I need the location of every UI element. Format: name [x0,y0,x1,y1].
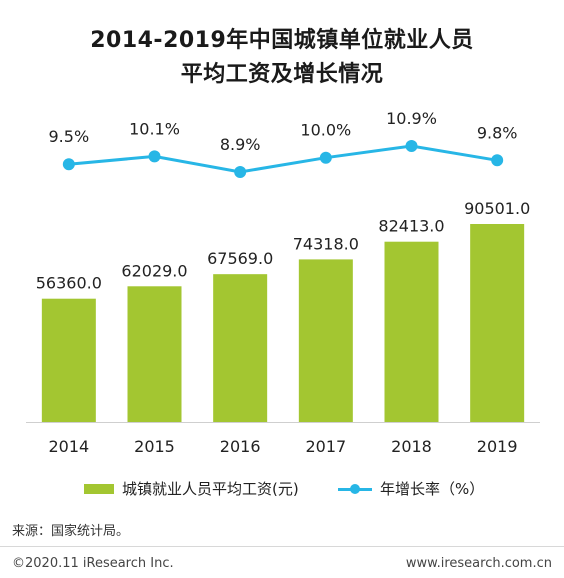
growth-label-2018: 10.9% [386,109,437,128]
growth-point-2017 [319,151,332,164]
bar-2017 [298,259,353,422]
x-tick-label-2016: 2016 [220,437,261,456]
legend-line-label: 年增长率（%） [380,480,485,498]
bar-label-2019: 90501.0 [464,199,530,218]
chart-title-line-2: 平均工资及增长情况 [180,62,384,87]
source-note: 来源：国家统计局。 [12,524,130,539]
bar-label-2018: 82413.0 [378,217,444,236]
bar-2015 [127,286,182,422]
bar-label-2014: 56360.0 [36,274,102,293]
growth-point-2018 [405,140,418,152]
growth-label-2019: 9.8% [477,123,518,142]
website-link[interactable]: www.iresearch.com.cn [405,556,552,571]
legend-bar-label: 城镇就业人员平均工资(元) [122,480,299,498]
growth-point-2016 [234,166,247,178]
growth-label-2015: 10.1% [129,119,180,138]
legend-bar-swatch [84,483,114,494]
legend-item-wage: 城镇就业人员平均工资(元) [84,478,299,499]
growth-label-2017: 10.0% [300,121,351,140]
growth-point-2019 [491,154,504,167]
x-tick-label-2018: 2018 [391,437,432,456]
bar-2014 [41,298,96,422]
chart-canvas: 56360.0 2014 62029.0 2015 67569.0 2016 74318.0… [26,109,540,456]
growth-label-2014: 9.5% [49,127,90,146]
bar-2019 [470,224,525,422]
legend-item-growth: 年增长率（%） [338,478,484,499]
bar-label-2015: 62029.0 [121,261,187,280]
growth-label-2016: 8.9% [220,135,261,154]
x-tick-label-2017: 2017 [305,437,346,456]
x-tick-label-2019: 2019 [477,437,518,456]
growth-point-2015 [148,150,161,163]
bar-2018 [384,241,439,422]
bar-label-2017: 74318.0 [293,234,359,253]
bar-label-2016: 67569.0 [207,249,273,268]
copyright-text: ©2020.11 iResearch Inc. [12,556,174,571]
x-tick-label-2014: 2014 [48,437,89,456]
legend-line-swatch [338,483,372,495]
growth-rate-line [68,144,498,174]
bar-2016 [213,274,268,422]
growth-point-2014 [62,158,75,171]
footer-divider [0,546,564,547]
chart-title-line-1: 2014-2019年中国城镇单位就业人员 [90,28,474,53]
x-tick-label-2015: 2015 [134,437,175,456]
